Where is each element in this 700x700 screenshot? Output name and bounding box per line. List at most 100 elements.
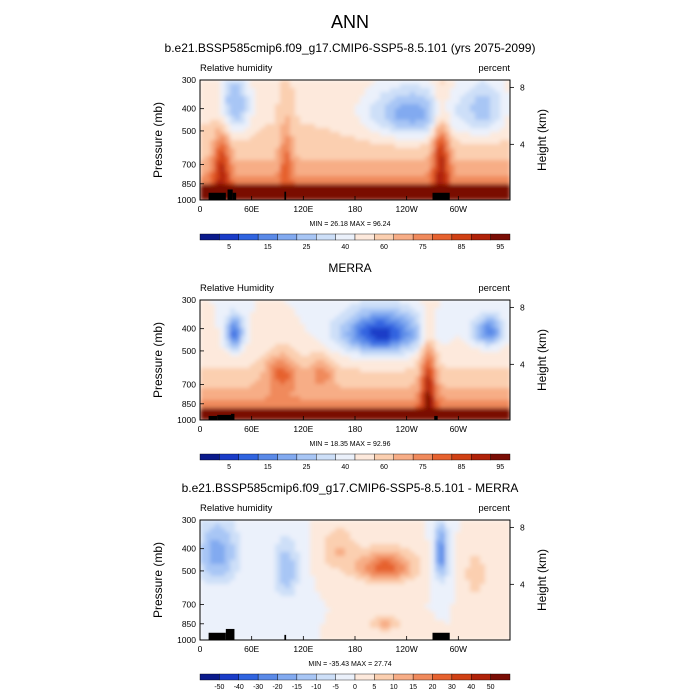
- colorbar-swatch: [432, 453, 453, 461]
- colorbar-swatch: [393, 453, 414, 461]
- colorbar-swatch: [238, 233, 259, 241]
- colorbar-swatch: [257, 453, 278, 461]
- colorbar-tick-label: -5: [333, 684, 339, 691]
- x-tick-label: 120W: [396, 424, 418, 434]
- y-axis-title: Pressure (mb): [151, 542, 165, 618]
- colorbar-tick-label: 5: [372, 684, 376, 691]
- y-axis-title: Pressure (mb): [151, 322, 165, 398]
- colorbar-tick-label: 40: [341, 244, 349, 251]
- colorbar-tick-label: 15: [264, 464, 272, 471]
- colorbar-tick-label: 95: [496, 244, 504, 251]
- y-tick-label: 1000: [177, 635, 196, 645]
- colorbar-swatch: [412, 673, 433, 681]
- x-tick-label: 180: [348, 644, 362, 654]
- colorbar-tick-label: 60: [380, 464, 388, 471]
- colorbar-tick-label: 30: [448, 684, 456, 691]
- colorbar-tick-label: 5: [227, 244, 231, 251]
- colorbar-swatch: [471, 673, 491, 681]
- y-tick-label: 850: [182, 399, 196, 409]
- topography-mask: [225, 628, 235, 640]
- colorbar-swatch: [374, 673, 394, 681]
- panel-1: b.e21.BSSP585cmip6.f09_g17.CMIP6-SSP5-8.…: [151, 41, 549, 251]
- panel-3: b.e21.BSSP585cmip6.f09_g17.CMIP6-SSP5-8.…: [151, 481, 549, 691]
- topography-mask: [208, 632, 226, 640]
- colorbar-tick-label: 20: [429, 684, 437, 691]
- colorbar-swatch: [199, 453, 220, 461]
- y-tick-label: 300: [182, 515, 196, 525]
- colorbar-swatch: [490, 673, 511, 681]
- colorbar-swatch: [219, 233, 239, 241]
- colorbar-swatch: [277, 673, 298, 681]
- topography-mask: [434, 415, 438, 420]
- colorbar-swatch: [471, 453, 491, 461]
- topography-mask: [432, 192, 450, 200]
- figure-title: ANN: [330, 12, 369, 32]
- x-tick-label: 180: [348, 424, 362, 434]
- x-tick-label: 0: [198, 424, 203, 434]
- colorbar-swatch: [257, 233, 278, 241]
- x-tick-label: 60E: [244, 644, 259, 654]
- colorbar-swatch: [432, 673, 453, 681]
- topography-mask: [232, 192, 237, 200]
- panel-title: b.e21.BSSP585cmip6.f09_g17.CMIP6-SSP5-8.…: [165, 41, 536, 55]
- x-tick-label: 0: [198, 204, 203, 214]
- colorbar-tick-label: 95: [496, 464, 504, 471]
- contour-field: [200, 80, 510, 200]
- colorbar-swatch: [412, 453, 433, 461]
- colorbar-tick-label: 40: [341, 464, 349, 471]
- colorbar-tick-label: -40: [234, 684, 244, 691]
- x-tick-label: 120E: [293, 644, 313, 654]
- x-tick-label: 180: [348, 204, 362, 214]
- variable-label: Relative humidity: [200, 503, 273, 514]
- colorbar-tick-label: 5: [227, 464, 231, 471]
- y-tick-label: 400: [182, 324, 196, 334]
- y-right-tick-label: 4: [520, 359, 525, 369]
- colorbar-swatch: [471, 233, 491, 241]
- y-tick-label: 1000: [177, 415, 196, 425]
- topography-mask: [208, 415, 218, 420]
- colorbar-swatch: [451, 233, 472, 241]
- contour-field: [200, 300, 510, 420]
- y-right-tick-label: 4: [520, 139, 525, 149]
- colorbar-swatch: [335, 233, 356, 241]
- colorbar-swatch: [393, 233, 414, 241]
- y-tick-label: 1000: [177, 195, 196, 205]
- colorbar-swatch: [316, 673, 336, 681]
- colorbar-swatch: [277, 233, 298, 241]
- panel-title: MERRA: [328, 261, 371, 275]
- y-tick-label: 400: [182, 104, 196, 114]
- y-tick-label: 700: [182, 599, 196, 609]
- colorbar-swatch: [219, 453, 239, 461]
- colorbar-swatch: [335, 453, 356, 461]
- x-tick-label: 120E: [293, 204, 313, 214]
- colorbar-swatch: [199, 233, 220, 241]
- colorbar-swatch: [374, 453, 394, 461]
- variable-label: Relative humidity: [200, 63, 273, 74]
- min-max-stats: MIN = 26.18 MAX = 96.24: [310, 221, 391, 228]
- y-right-tick-label: 8: [520, 82, 525, 92]
- colorbar-swatch: [451, 453, 472, 461]
- y-tick-label: 850: [182, 619, 196, 629]
- x-tick-label: 120W: [396, 204, 418, 214]
- y-axis-right-title: Height (km): [535, 109, 549, 171]
- colorbar-tick-label: 40: [467, 684, 475, 691]
- y-right-tick-label: 4: [520, 579, 525, 589]
- colorbar-swatch: [296, 673, 317, 681]
- colorbar-swatch: [374, 233, 394, 241]
- colorbar-tick-label: 60: [380, 244, 388, 251]
- colorbar: 5 15 25 40 60 75 85 95: [199, 233, 511, 251]
- y-tick-label: 700: [182, 379, 196, 389]
- topography-mask: [284, 191, 287, 200]
- min-max-stats: MIN = 18.35 MAX = 92.96: [310, 441, 391, 448]
- colorbar-swatch: [335, 673, 356, 681]
- colorbar-swatch: [296, 453, 317, 461]
- y-tick-label: 300: [182, 75, 196, 85]
- units-label: percent: [478, 503, 510, 514]
- y-tick-label: 500: [182, 126, 196, 136]
- colorbar-tick-label: 15: [409, 684, 417, 691]
- y-tick-label: 300: [182, 295, 196, 305]
- units-label: percent: [478, 63, 510, 74]
- colorbar-swatch: [316, 233, 336, 241]
- x-tick-label: 60E: [244, 424, 259, 434]
- colorbar-swatch: [316, 453, 336, 461]
